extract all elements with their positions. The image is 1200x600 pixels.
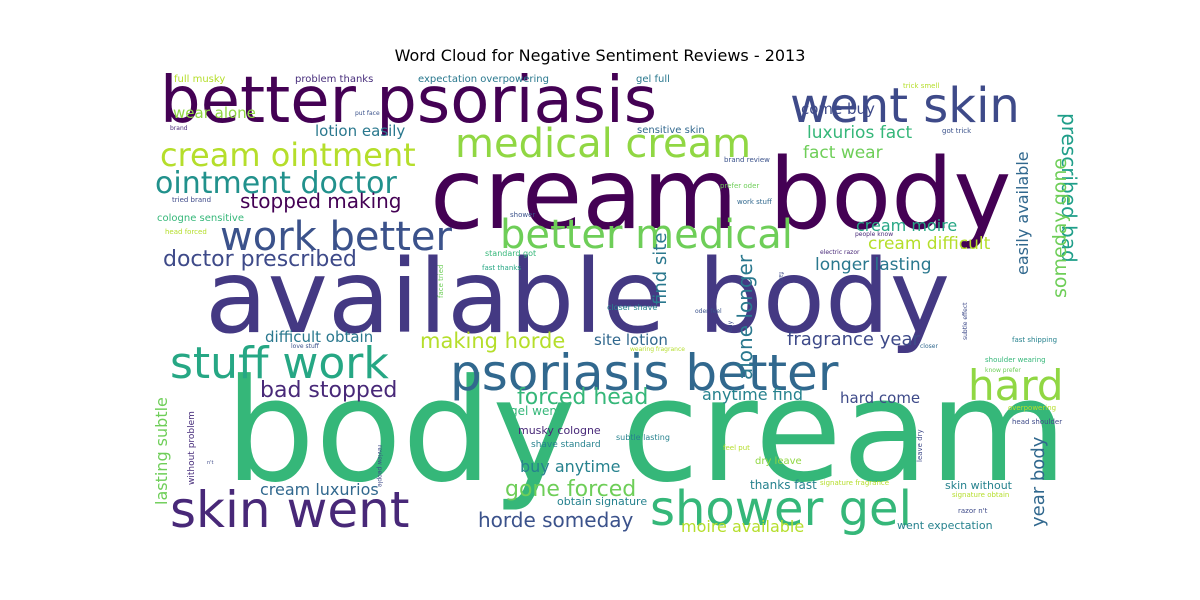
word-fragrance-year: fragrance year bbox=[787, 329, 920, 350]
word-gel-went: gel went bbox=[510, 404, 562, 418]
word-fast-thanks: fast thanks bbox=[482, 264, 521, 272]
word-face-tried: face tried bbox=[437, 265, 445, 298]
word-tried-brand: tried brand bbox=[172, 196, 211, 204]
word-trick-smell: trick smell bbox=[903, 82, 939, 90]
word-expectation-overpowering: expectation overpowering bbox=[418, 74, 549, 85]
word-better-psoriasis: better psoriasis bbox=[160, 64, 657, 138]
word-cream-moire: cream moire bbox=[856, 216, 957, 235]
word-fast-shipping: fast shipping bbox=[1012, 336, 1057, 344]
word-ointment-doctor: ointment doctor bbox=[155, 166, 397, 201]
word-shower: shower bbox=[510, 211, 535, 219]
word-someday-gone: someday gone bbox=[1049, 158, 1071, 298]
word-brand: brand bbox=[170, 125, 188, 132]
word-love-stuff: love stuff bbox=[291, 343, 320, 350]
word-cream-luxurios: cream luxurios bbox=[260, 480, 379, 499]
word-luxurios-fact: luxurios fact bbox=[807, 123, 912, 143]
word-find-site: find site bbox=[650, 233, 671, 305]
word-wear-alone: wear alone bbox=[173, 104, 256, 122]
word-brand-review: brand review bbox=[724, 156, 770, 164]
word-went-skin: went skin bbox=[790, 78, 1020, 134]
word-buy-anytime: buy anytime bbox=[520, 457, 620, 476]
word-year-body: year body bbox=[1028, 436, 1049, 527]
word-lasting-subtle: lasting subtle bbox=[152, 397, 171, 505]
word-people-know: people know bbox=[855, 231, 893, 238]
word-subtle-effect: subtle effect bbox=[962, 302, 969, 340]
word-signature-fragrance: signature fragrance bbox=[820, 479, 889, 487]
word-better-medical: better medical bbox=[500, 212, 793, 258]
word-closer-shave: closer shave bbox=[607, 303, 657, 312]
word-prefer-oder: prefer oder bbox=[720, 182, 759, 190]
word-oder-feel: oder feel bbox=[695, 308, 722, 315]
word-overpowering: overpowering bbox=[1008, 404, 1056, 412]
word-without-problem: without problem bbox=[187, 411, 197, 485]
word-standard-got: standard got bbox=[485, 249, 536, 258]
word-skin-without: skin without bbox=[945, 479, 1013, 492]
word-electric-razor: electric razor bbox=[820, 249, 860, 256]
word-review-people: review people bbox=[376, 445, 383, 487]
word-horde-someday: horde someday bbox=[478, 508, 634, 532]
word-alone-longer: alone longer bbox=[733, 254, 757, 380]
word-head-forced: head forced bbox=[165, 228, 207, 236]
word-stopped-making: stopped making bbox=[240, 189, 402, 213]
word-stuff-work: stuff work bbox=[170, 338, 389, 389]
word-got-trick: got trick bbox=[942, 127, 972, 135]
word-doctor-prescribed: doctor prescribed bbox=[163, 247, 357, 272]
word-bad-stopped: bad stopped bbox=[260, 378, 397, 403]
word-difficult-obtain: difficult obtain bbox=[265, 328, 373, 346]
word-cream-body: cream body bbox=[430, 138, 1011, 252]
word-hard-come: hard come bbox=[840, 389, 920, 407]
word-obtain-signature: obtain signature bbox=[557, 495, 647, 508]
word-site-lotion: site lotion bbox=[594, 331, 668, 349]
word-available-body: available body bbox=[205, 238, 950, 357]
word-musky-cologne: musky cologne bbox=[518, 424, 601, 437]
word-work-better: work better bbox=[220, 214, 452, 260]
word-shower-gel: shower gel bbox=[650, 481, 912, 537]
word-feel-put: feel put bbox=[723, 444, 750, 452]
word-face: face bbox=[777, 272, 784, 285]
word-longer-lasting: longer lasting bbox=[815, 255, 932, 275]
word-gel-full: gel full bbox=[636, 74, 670, 85]
word-sensitive-skin: sensitive skin bbox=[637, 125, 705, 136]
word-dry-leave: dry leave bbox=[755, 456, 802, 467]
word-problem-thanks: problem thanks bbox=[295, 74, 373, 85]
word-razor-n-t: razor n't bbox=[958, 507, 988, 515]
word-cologne-sensitive: cologne sensitive bbox=[157, 213, 244, 224]
word-hard: hard bbox=[968, 361, 1064, 410]
word-come-buy: come buy bbox=[801, 100, 875, 118]
word-signature-obtain: signature obtain bbox=[952, 491, 1009, 499]
word-psoriasis-better: psoriasis better bbox=[450, 344, 839, 402]
word-making-horde: making horde bbox=[420, 329, 565, 353]
word-leave-dry: leave dry bbox=[916, 429, 924, 462]
word-lotion-easily: lotion easily bbox=[315, 122, 405, 140]
word-head-shoulder: head shoulder bbox=[1012, 418, 1062, 426]
word-skin-went: skin went bbox=[170, 481, 409, 539]
word-body-cream: body cream bbox=[225, 349, 1067, 514]
word-n-t: n't bbox=[207, 460, 214, 466]
word-forced-head: forced head bbox=[517, 385, 648, 410]
word-fact-wear: fact wear bbox=[803, 143, 883, 163]
word-went-expectation: went expectation bbox=[897, 519, 993, 532]
word-put-face: put face bbox=[355, 110, 380, 117]
word-prescribed-bad: prescribed bad bbox=[1057, 113, 1081, 263]
word-thanks-fast: thanks fast bbox=[750, 478, 817, 492]
word-know-prefer: know prefer bbox=[985, 367, 1021, 374]
word-shave-standard: shave standard bbox=[531, 440, 601, 450]
word-cream-difficult: cream difficult bbox=[868, 234, 991, 254]
word-easily-available: easily available bbox=[1013, 151, 1032, 275]
word-gone-forced: gone forced bbox=[505, 477, 636, 502]
word-medical-cream: medical cream bbox=[455, 121, 751, 167]
chart-title: Word Cloud for Negative Sentiment Review… bbox=[394, 46, 806, 65]
word-closer: closer bbox=[920, 343, 938, 350]
word-shoulder-wearing: shoulder wearing bbox=[985, 356, 1046, 364]
word-cream-ointment: cream ointment bbox=[160, 136, 416, 174]
word-moire-available: moire available bbox=[681, 517, 804, 536]
word-full-musky: full musky bbox=[174, 74, 225, 85]
word-work-stuff: work stuff bbox=[737, 198, 772, 206]
word-buy: buy bbox=[727, 320, 734, 332]
word-wearing-fragrance: wearing fragrance bbox=[630, 346, 685, 353]
word-anytime-find: anytime find bbox=[702, 385, 803, 404]
word-subtle-lasting: subtle lasting bbox=[616, 433, 670, 442]
